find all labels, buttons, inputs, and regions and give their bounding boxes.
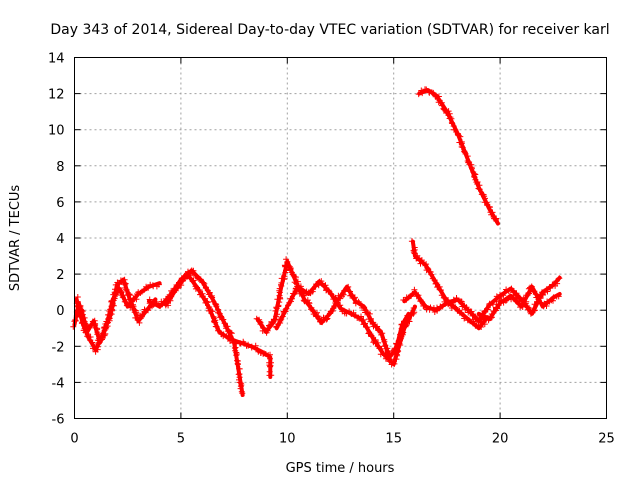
series-markers bbox=[415, 86, 500, 223]
data-series-arc-10 bbox=[415, 86, 500, 226]
data-series-arc-8 bbox=[400, 275, 563, 325]
x-tick-label: 15 bbox=[385, 432, 402, 447]
x-tick-label: 5 bbox=[177, 432, 185, 447]
data-series-arc-2 bbox=[73, 276, 158, 355]
y-tick-label: 10 bbox=[48, 124, 65, 139]
data-series-arc-4 bbox=[162, 268, 275, 379]
y-tick-label: 2 bbox=[56, 268, 64, 283]
plot-frame bbox=[74, 57, 607, 419]
chart-title: Day 343 of 2014, Sidereal Day-to-day VTE… bbox=[50, 22, 609, 38]
data-series-arc-9 bbox=[476, 283, 562, 324]
plot-area bbox=[70, 86, 563, 398]
y-tick-label: -2 bbox=[52, 340, 65, 355]
x-tick-label: 25 bbox=[598, 432, 615, 447]
series-markers bbox=[273, 278, 418, 368]
x-tick-label: 10 bbox=[279, 432, 296, 447]
x-tick-label: 20 bbox=[492, 432, 509, 447]
ticks: 0 5 10 15 20 25 -6 -4 -2 0 2 4 6 8 10 12 14 bbox=[48, 52, 615, 447]
data-series-arc-6 bbox=[273, 278, 418, 368]
data-series-arc-5 bbox=[253, 256, 411, 362]
series-line bbox=[417, 87, 500, 226]
y-tick-label: 0 bbox=[56, 304, 64, 319]
x-tick-label: 0 bbox=[70, 432, 78, 447]
y-axis-label: SDTVAR / TECUs bbox=[8, 185, 23, 292]
y-tick-label: -6 bbox=[52, 413, 65, 428]
y-tick-label: 6 bbox=[56, 196, 64, 211]
y-tick-label: 14 bbox=[48, 52, 65, 67]
series-markers bbox=[400, 275, 563, 325]
data-series-arc-3 bbox=[146, 267, 246, 398]
y-tick-label: 12 bbox=[48, 88, 65, 103]
series-markers bbox=[253, 256, 411, 362]
series-markers bbox=[476, 283, 562, 324]
y-tick-label: 8 bbox=[56, 160, 64, 175]
x-axis-label: GPS time / hours bbox=[286, 461, 395, 476]
series-markers bbox=[73, 276, 158, 355]
y-tick-label: 4 bbox=[56, 232, 64, 247]
series-line bbox=[164, 272, 273, 379]
series-markers bbox=[162, 268, 275, 379]
y-tick-label: -4 bbox=[52, 376, 65, 391]
gridlines bbox=[74, 57, 607, 419]
